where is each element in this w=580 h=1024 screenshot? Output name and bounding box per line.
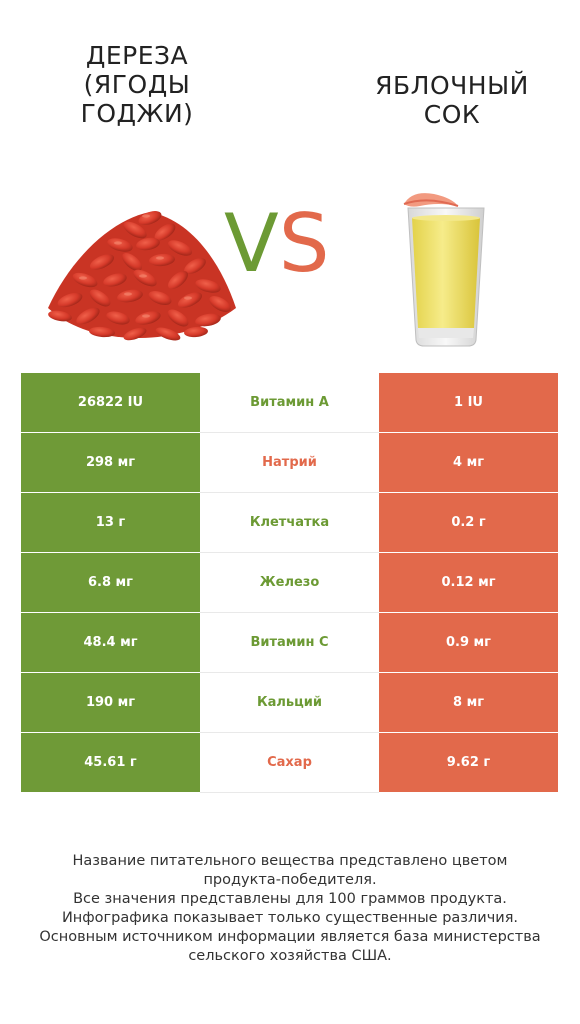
footer-line: продукта-победителя. xyxy=(203,872,377,888)
footer-line: Основным источником информации является … xyxy=(39,929,541,945)
vs-label: VS xyxy=(224,196,354,296)
left-title-line: ГОДЖИ) xyxy=(80,98,194,128)
footer-line: Инфографика показывает только существенн… xyxy=(61,910,519,926)
nutrient-name: Витамин C xyxy=(200,612,379,673)
footer-line: сельского хозяйства США. xyxy=(188,948,392,964)
nutrient-name: Кальций xyxy=(200,672,379,733)
right-product-title: ЯБЛОЧНЫЙ СОК xyxy=(362,71,542,129)
nutrient-name: Клетчатка xyxy=(200,492,379,553)
left-value: 26822 IU xyxy=(21,373,200,433)
left-value: 6.8 мг xyxy=(21,552,200,613)
apple-juice-image xyxy=(398,190,490,348)
right-title-line: ЯБЛОЧНЫЙ xyxy=(375,70,529,100)
comparison-row: 6.8 мг Железо 0.12 мг xyxy=(21,552,558,613)
nutrient-name: Железо xyxy=(200,552,379,613)
comparison-row: 13 г Клетчатка 0.2 г xyxy=(21,492,558,553)
right-title-line: СОК xyxy=(423,99,481,129)
goji-berries-image xyxy=(40,200,240,345)
left-title-line: (ЯГОДЫ xyxy=(83,69,191,99)
right-value: 1 IU xyxy=(379,373,558,433)
left-title-line: ДЕРЕЗА xyxy=(85,40,189,70)
nutrient-name: Натрий xyxy=(200,432,379,493)
right-value: 9.62 г xyxy=(379,732,558,793)
vs-s-letter: S xyxy=(278,197,330,290)
left-value: 13 г xyxy=(21,492,200,553)
footer-line: Все значения представлены для 100 граммо… xyxy=(73,891,507,907)
right-value: 0.12 мг xyxy=(379,552,558,613)
comparison-row: 298 мг Натрий 4 мг xyxy=(21,432,558,493)
nutrient-name: Витамин A xyxy=(200,373,379,433)
right-value: 0.2 г xyxy=(379,492,558,553)
left-value: 48.4 мг xyxy=(21,612,200,673)
vs-v-letter: V xyxy=(224,197,279,290)
goji-berries-icon xyxy=(48,211,236,341)
juice-glass-icon xyxy=(403,193,485,347)
right-value: 4 мг xyxy=(379,432,558,493)
footer-notes: Название питательного вещества представл… xyxy=(20,852,560,966)
comparison-row: 45.61 г Сахар 9.62 г xyxy=(21,732,558,793)
left-product-title: ДЕРЕЗА (ЯГОДЫ ГОДЖИ) xyxy=(62,41,212,128)
nutrient-name: Сахар xyxy=(200,732,379,793)
footer-line: Название питательного вещества представл… xyxy=(72,853,508,869)
left-value: 45.61 г xyxy=(21,732,200,793)
left-value: 190 мг xyxy=(21,672,200,733)
left-value: 298 мг xyxy=(21,432,200,493)
comparison-row: 190 мг Кальций 8 мг xyxy=(21,672,558,733)
right-value: 0.9 мг xyxy=(379,612,558,673)
comparison-row: 48.4 мг Витамин C 0.9 мг xyxy=(21,612,558,673)
right-value: 8 мг xyxy=(379,672,558,733)
